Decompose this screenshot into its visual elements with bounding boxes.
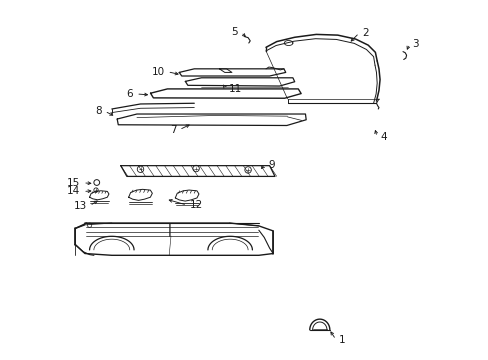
Text: 14: 14 — [67, 186, 80, 197]
Text: 3: 3 — [411, 39, 418, 49]
Text: 5: 5 — [231, 27, 238, 37]
Text: 11: 11 — [228, 84, 242, 94]
Text: 2: 2 — [362, 28, 368, 38]
Text: 12: 12 — [190, 200, 203, 210]
Text: 7: 7 — [169, 125, 176, 135]
Text: 1: 1 — [338, 334, 345, 345]
Text: 10: 10 — [151, 67, 164, 77]
Text: 9: 9 — [267, 159, 274, 170]
Text: 8: 8 — [95, 106, 102, 116]
Text: 13: 13 — [73, 201, 86, 211]
Text: 6: 6 — [126, 89, 133, 99]
Text: 4: 4 — [379, 132, 386, 142]
Text: 15: 15 — [67, 178, 80, 188]
